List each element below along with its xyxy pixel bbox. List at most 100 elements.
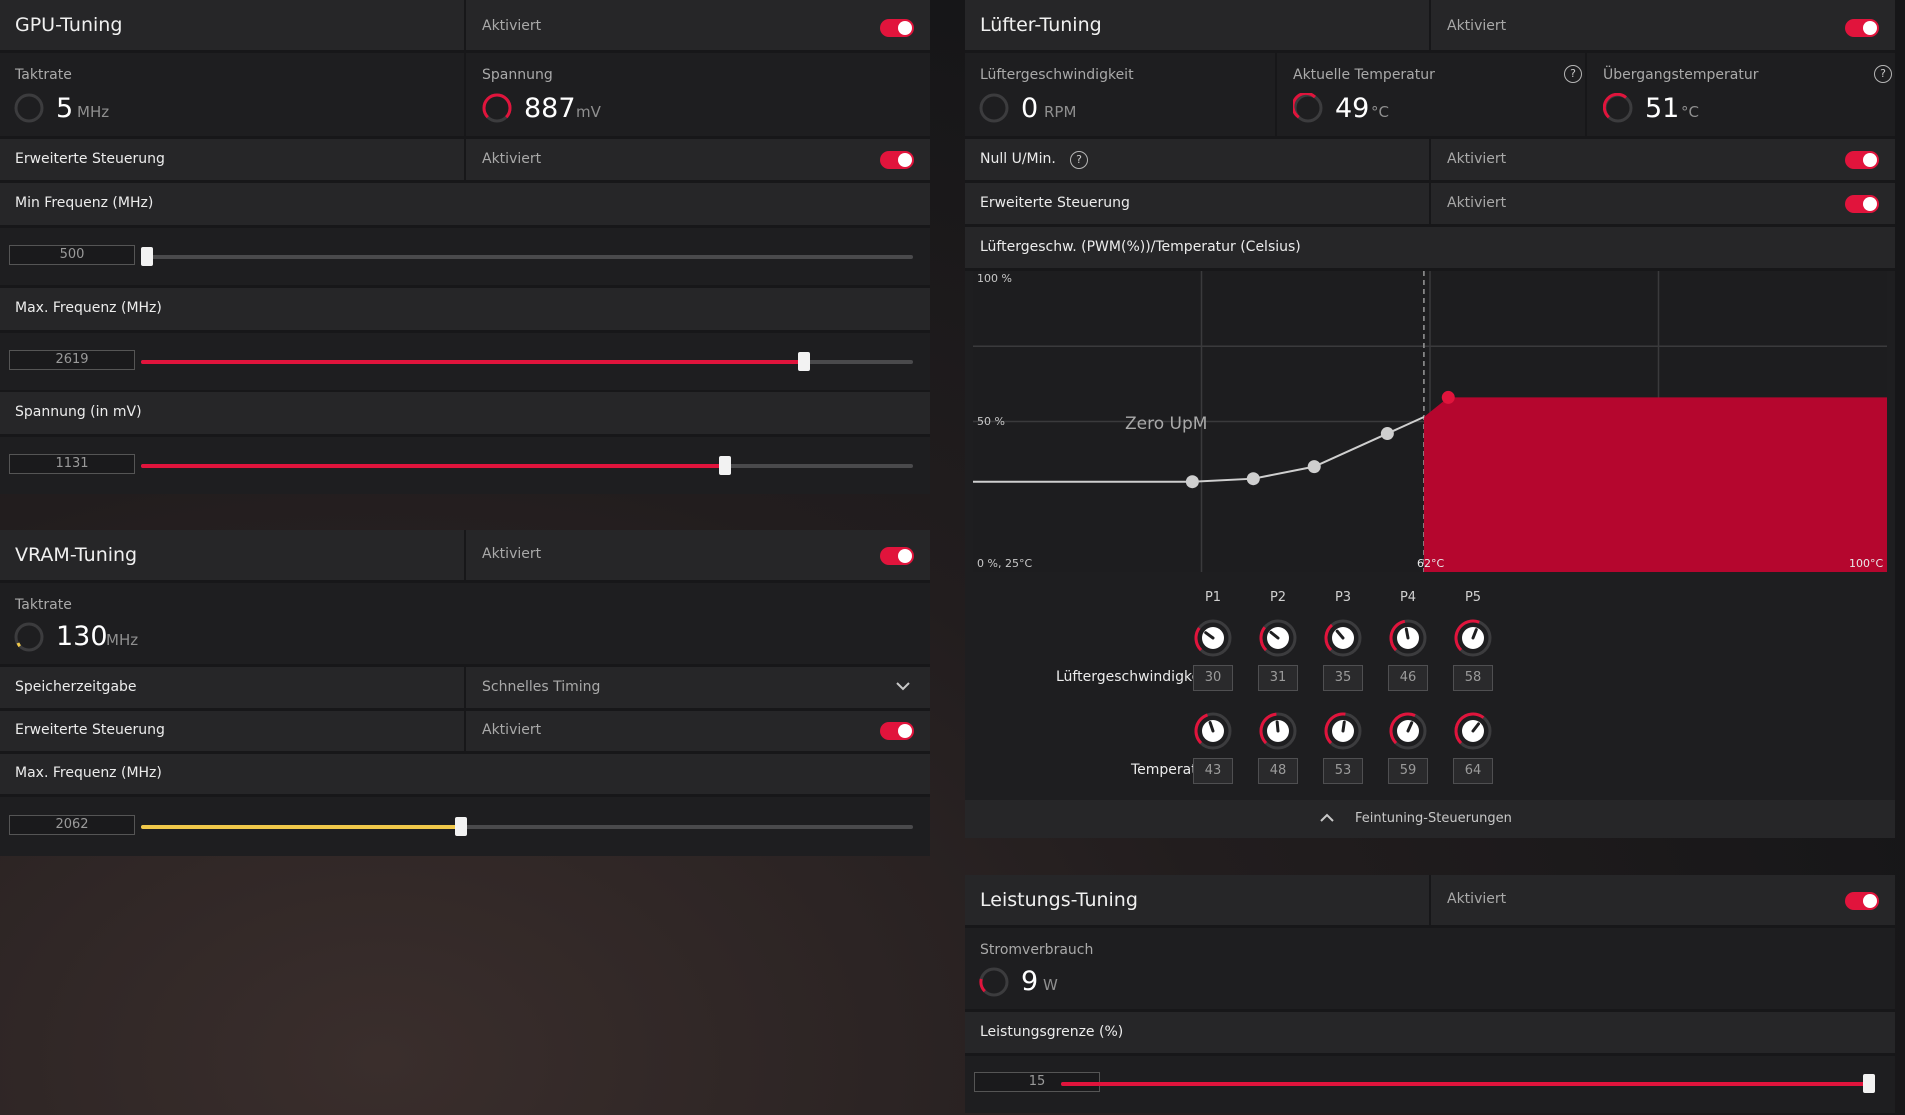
zero-rpm-toggle[interactable] [1845, 151, 1879, 169]
power-limit-header: Leistungsgrenze (%) [965, 1012, 1895, 1056]
gpu-tuning-status: Aktiviert [482, 18, 542, 34]
current-temp-value: 49 [1335, 93, 1370, 124]
gpu-voltage-mv-input[interactable]: 1131 [9, 454, 135, 474]
vram-max-freq-thumb[interactable] [455, 817, 467, 836]
zero-rpm-label: Null U/Min. [980, 151, 1056, 167]
speed-input-p5[interactable]: 58 [1453, 665, 1493, 691]
chart-points[interactable] [1185, 390, 1455, 489]
help-icon[interactable]: ? [1874, 65, 1892, 83]
curve-point-2[interactable] [1246, 472, 1260, 486]
gpu-min-freq-input[interactable]: 500 [9, 245, 135, 265]
vram-tuning-toggle[interactable] [880, 547, 914, 565]
gpu-max-freq-header: Max. Frequenz (MHz) [0, 288, 930, 333]
fan-tuning-toggle[interactable] [1845, 19, 1879, 37]
gpu-max-freq-input[interactable]: 2619 [9, 350, 135, 370]
gpu-max-freq-fill [141, 360, 804, 364]
gpu-min-freq-slider-row: 500 [0, 228, 930, 288]
speed-knob-icon[interactable] [1258, 618, 1298, 658]
fine-tuning-toggle-row[interactable]: Feintuning-Steuerungen [965, 800, 1895, 838]
vram-max-freq-slider-row: 2062 [0, 797, 930, 856]
temp-input-p5[interactable]: 64 [1453, 758, 1493, 784]
power-tuning-title: Leistungs-Tuning [980, 889, 1138, 911]
vram-tuning-title: VRAM-Tuning [15, 544, 138, 566]
speed-input-p4[interactable]: 46 [1388, 665, 1428, 691]
help-icon[interactable]: ? [1564, 65, 1582, 83]
power-limit-input[interactable]: 15 [974, 1072, 1100, 1092]
speed-knob-icon[interactable] [1453, 618, 1493, 658]
curve-point-3[interactable] [1307, 460, 1321, 474]
junction-temp-value: 51 [1645, 93, 1680, 124]
temp-knob-icon[interactable] [1453, 711, 1493, 751]
vram-advanced-status: Aktiviert [482, 722, 542, 738]
power-tuning-toggle[interactable] [1845, 892, 1879, 910]
gpu-max-freq-slider-row: 2619 [0, 333, 930, 393]
temp-input-p3[interactable]: 53 [1323, 758, 1363, 784]
temp-input-p4[interactable]: 59 [1388, 758, 1428, 784]
point-label-p3: P3 [1334, 590, 1352, 605]
temp-knob-icon[interactable] [1193, 711, 1233, 751]
speed-knob-icon[interactable] [1193, 618, 1233, 658]
temp-knob-icon[interactable] [1258, 711, 1298, 751]
junction-temp-unit: °C [1681, 103, 1699, 121]
power-metrics-row: Stromverbrauch 9 W [965, 928, 1895, 1012]
temp-row-label: Temperatur [1131, 762, 1212, 778]
fan-advanced-label: Erweiterte Steuerung [980, 195, 1130, 211]
help-icon[interactable]: ? [1070, 151, 1088, 169]
gpu-tuning-title: GPU-Tuning [15, 14, 123, 36]
vram-max-freq-input[interactable]: 2062 [9, 815, 135, 835]
temp-input-p2[interactable]: 48 [1258, 758, 1298, 784]
power-gauge-icon [979, 967, 1009, 997]
gpu-voltage-label: Spannung [482, 67, 553, 83]
power-consumption-unit: W [1043, 976, 1058, 994]
current-temp-label: Aktuelle Temperatur [1293, 67, 1435, 83]
fan-tuning-title: Lüfter-Tuning [980, 14, 1102, 36]
point-label-p2: P2 [1269, 590, 1287, 605]
temp-knob-icon[interactable] [1388, 711, 1428, 751]
vram-timing-label: Speicherzeitgabe [15, 679, 137, 695]
power-limit-fill [1061, 1082, 1869, 1086]
vram-advanced-toggle[interactable] [880, 722, 914, 740]
fan-advanced-toggle[interactable] [1845, 195, 1879, 213]
vram-timing-value: Schnelles Timing [482, 679, 601, 695]
chevron-up-icon [1320, 813, 1334, 822]
curve-point-4[interactable] [1380, 427, 1394, 441]
gpu-max-freq-label: Max. Frequenz (MHz) [15, 300, 162, 316]
fan-curve-svg[interactable]: 100 % 50 % 0 %, 25°C 62°C 100°C Zero UpM [973, 271, 1887, 572]
fan-metrics-row: Lüftergeschwindigkeit 0 RPM Aktuelle Tem… [965, 53, 1895, 139]
gpu-metrics-row: Taktrate 5 MHz Spannung 887 mV [0, 53, 930, 139]
speed-input-p1[interactable]: 30 [1193, 665, 1233, 691]
fan-curve-header: Lüftergeschw. (PWM(%))/Temperatur (Celsi… [965, 227, 1895, 271]
gpu-tuning-header: GPU-Tuning Aktiviert [0, 0, 930, 53]
gpu-tuning-toggle[interactable] [880, 19, 914, 37]
gpu-min-freq-track[interactable] [141, 255, 913, 259]
curve-point-5[interactable] [1441, 390, 1455, 404]
fan-speed-gauge-icon [979, 93, 1009, 123]
gpu-voltage-mv-thumb[interactable] [719, 456, 731, 475]
zero-rpm-row: Null U/Min. ? Aktiviert [965, 139, 1895, 183]
gpu-min-freq-label: Min Frequenz (MHz) [15, 195, 154, 211]
speed-knob-icon[interactable] [1388, 618, 1428, 658]
fan-speed-label: Lüftergeschwindigkeit [980, 67, 1134, 83]
vram-max-freq-track[interactable] [141, 825, 913, 829]
speed-input-p2[interactable]: 31 [1258, 665, 1298, 691]
curve-point-1[interactable] [1185, 475, 1199, 489]
vram-timing-dropdown[interactable]: Schnelles Timing [464, 667, 930, 708]
gpu-clock-value: 5 [56, 93, 74, 124]
gpu-max-freq-thumb[interactable] [798, 352, 810, 371]
speed-input-p3[interactable]: 35 [1323, 665, 1363, 691]
fan-curve-active-area [1423, 397, 1887, 572]
gpu-advanced-toggle[interactable] [880, 151, 914, 169]
power-tuning-header: Leistungs-Tuning Aktiviert [965, 875, 1895, 928]
fan-curve-chart[interactable]: 100 % 50 % 0 %, 25°C 62°C 100°C Zero UpM [973, 271, 1887, 572]
speed-knob-icon[interactable] [1323, 618, 1363, 658]
point-label-p4: P4 [1399, 590, 1417, 605]
gpu-clock-unit: MHz [77, 103, 110, 121]
temp-knob-icon[interactable] [1323, 711, 1363, 751]
fan-advanced-row: Erweiterte Steuerung Aktiviert [965, 183, 1895, 227]
power-limit-thumb[interactable] [1863, 1074, 1875, 1093]
fine-tuning-label[interactable]: Feintuning-Steuerungen [1355, 811, 1512, 826]
gpu-min-freq-thumb[interactable] [141, 247, 153, 266]
temp-input-p1[interactable]: 43 [1193, 758, 1233, 784]
origin-tick-label: 0 %, 25°C [977, 557, 1032, 570]
vram-clock-value: 130 [56, 621, 108, 652]
